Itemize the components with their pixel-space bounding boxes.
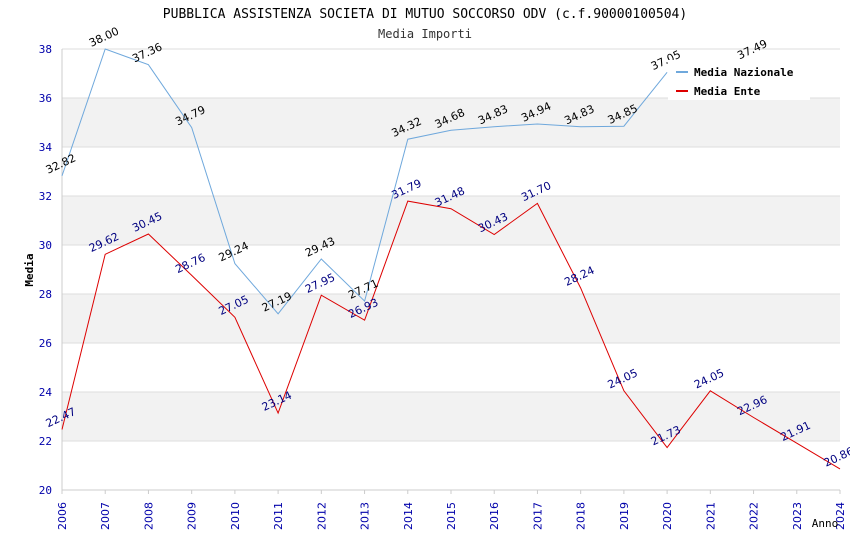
y-tick-label: 30 [39,239,52,252]
x-tick-label: 2022 [748,502,761,530]
series-line-ente [61,200,841,470]
y-tick-label: 38 [39,43,52,56]
y-tick-label: 24 [39,386,53,399]
data-label: 37.49 [735,37,769,62]
chart-subtitle: Media Importi [378,27,472,41]
x-tick-label: 2011 [272,502,285,530]
x-tick-label: 2018 [575,502,588,530]
x-tick-label: 2016 [488,502,501,530]
x-tick-label: 2019 [618,502,631,530]
x-tick-label: 2012 [315,502,328,530]
x-tick-label: 2013 [359,502,372,530]
grid-band [62,98,840,147]
data-label: 24.05 [692,366,726,391]
y-tick-label: 28 [39,288,52,301]
y-tick-labels: 20 22 24 26 28 30 32 34 36 38 [39,43,53,497]
grid-band [62,392,840,441]
y-axis-label: Media [23,253,36,286]
legend-box [668,60,810,100]
y-tick-label: 20 [39,484,52,497]
y-tick-label: 32 [39,190,52,203]
data-label: 28.76 [173,251,207,276]
data-label: 37.36 [130,40,164,65]
series-lines [61,49,841,470]
x-tick-label: 2017 [531,502,544,530]
x-tick-label: 2010 [229,502,242,530]
x-tick-label: 2014 [402,502,415,530]
axes [61,49,841,494]
legend: Media Nazionale Media Ente [668,60,810,100]
chart-title: PUBBLICA ASSISTENZA SOCIETA DI MUTUO SOC… [163,7,687,22]
x-tick-label: 2021 [704,502,717,530]
x-tick-label: 2006 [56,502,69,530]
x-tick-labels: 2006 2007 2008 2009 2010 2011 2012 2013 2014 2015… [56,502,847,530]
x-tick-label: 2007 [99,502,112,530]
x-tick-label: 2009 [186,502,199,530]
x-tick-label: 2024 [834,502,847,530]
y-tick-label: 22 [39,435,52,448]
x-tick-label: 2020 [661,502,674,530]
y-tick-label: 26 [39,337,52,350]
legend-label: Media Ente [694,85,761,98]
data-label: 32.82 [44,152,78,177]
x-tick-label: 2023 [791,502,804,530]
y-tick-label: 36 [39,92,52,105]
grid-bands [62,98,840,441]
x-axis-label: Anno [812,517,839,530]
grid-band [62,196,840,245]
data-label: 38.00 [87,25,121,50]
legend-label: Media Nazionale [694,66,794,79]
grid-band [62,294,840,343]
x-tick-label: 2008 [142,502,155,530]
x-tick-label: 2015 [445,502,458,530]
data-label: 27.95 [303,271,337,296]
y-tick-label: 34 [39,141,53,154]
